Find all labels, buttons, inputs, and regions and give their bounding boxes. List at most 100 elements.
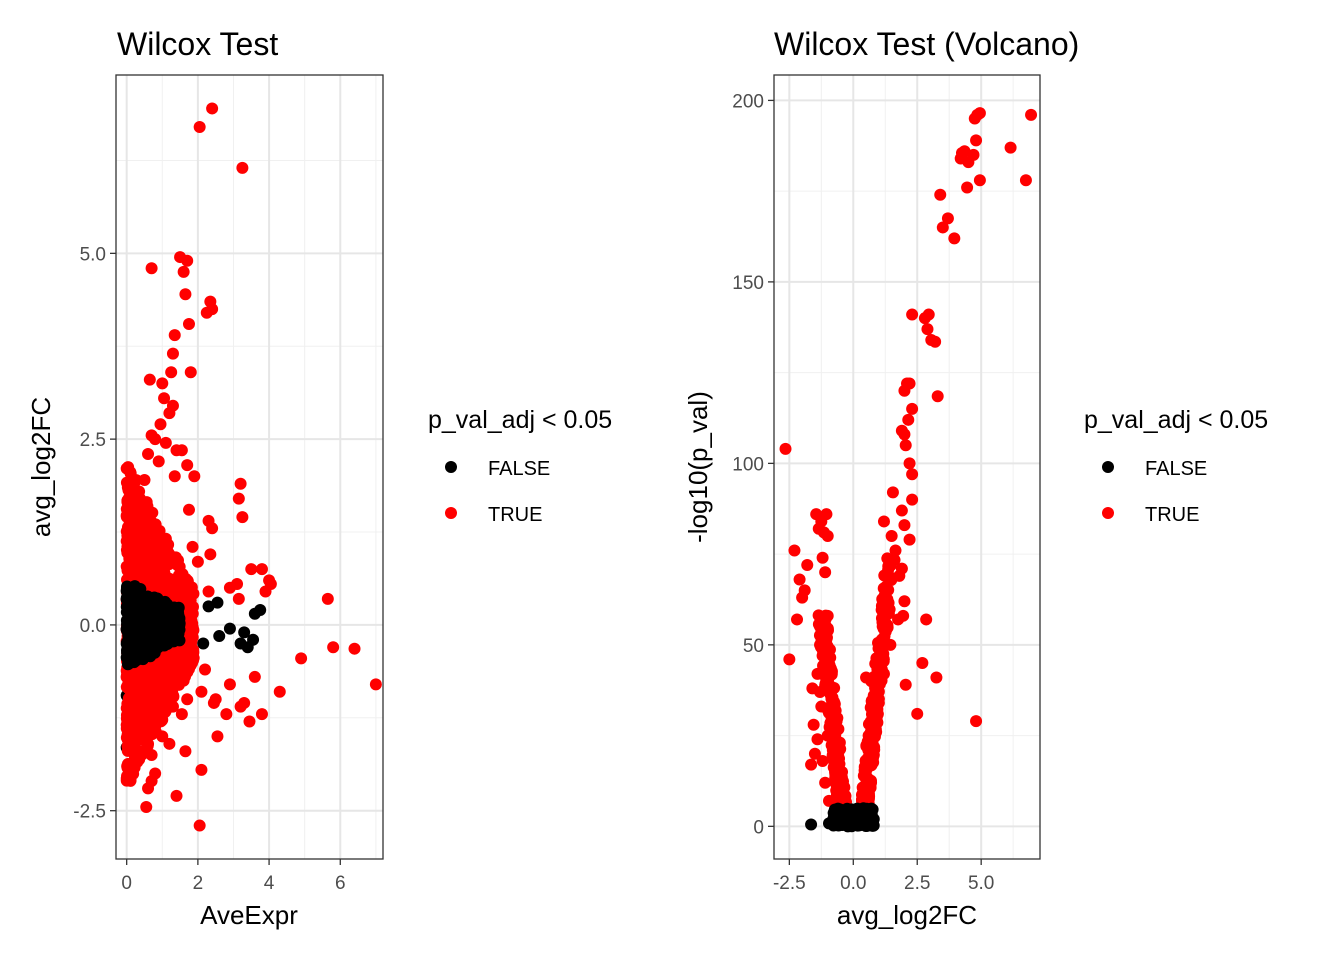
point-true bbox=[231, 578, 244, 591]
point-false bbox=[211, 596, 224, 609]
point-true bbox=[880, 580, 893, 593]
point-true bbox=[142, 546, 155, 559]
x-tick-label: 6 bbox=[335, 873, 346, 894]
point-true bbox=[813, 629, 826, 642]
x-axis-title: AveExpr bbox=[200, 900, 298, 930]
y-tick-label: 100 bbox=[732, 454, 764, 475]
point-true bbox=[134, 685, 147, 698]
point-true bbox=[916, 657, 929, 669]
point-true bbox=[169, 551, 182, 564]
point-false bbox=[213, 630, 226, 643]
point-true bbox=[348, 642, 361, 655]
point-true bbox=[184, 618, 197, 631]
point-false bbox=[136, 653, 149, 666]
point-true bbox=[811, 733, 824, 746]
point-true bbox=[898, 428, 911, 441]
legend-title: p_val_adj < 0.05 bbox=[1084, 406, 1268, 434]
point-true bbox=[903, 533, 916, 546]
point-true bbox=[819, 679, 832, 692]
point-true bbox=[142, 782, 155, 795]
point-true bbox=[1025, 108, 1038, 121]
point-true bbox=[930, 671, 943, 684]
point-true bbox=[120, 544, 133, 557]
point-true bbox=[812, 522, 825, 535]
point-false bbox=[128, 601, 141, 614]
point-true bbox=[149, 433, 162, 446]
point-true bbox=[132, 696, 145, 709]
point-true bbox=[181, 574, 194, 587]
point-true bbox=[911, 707, 924, 720]
point-true bbox=[234, 477, 247, 490]
x-tick-label: 5.0 bbox=[968, 873, 994, 894]
x-tick-label: -2.5 bbox=[773, 873, 806, 894]
point-true bbox=[195, 685, 208, 698]
point-true bbox=[142, 447, 155, 460]
point-true bbox=[929, 335, 942, 348]
point-true bbox=[135, 748, 148, 761]
point-true bbox=[823, 721, 836, 734]
point-true bbox=[961, 181, 974, 194]
point-true bbox=[808, 747, 821, 760]
point-true bbox=[168, 470, 181, 483]
legend-key-true bbox=[445, 507, 457, 519]
point-true bbox=[877, 515, 890, 528]
point-true bbox=[121, 529, 134, 542]
point-true bbox=[819, 665, 832, 678]
point-true bbox=[243, 715, 256, 728]
point-true bbox=[140, 800, 153, 813]
point-true bbox=[886, 486, 899, 499]
point-true bbox=[885, 529, 898, 542]
point-true bbox=[182, 317, 195, 330]
point-true bbox=[874, 672, 887, 685]
point-true bbox=[168, 329, 181, 342]
plot-panel-border bbox=[773, 74, 1041, 860]
point-true bbox=[170, 444, 183, 457]
point-true bbox=[195, 763, 208, 776]
point-true bbox=[236, 511, 249, 524]
point-true bbox=[181, 254, 194, 267]
point-false bbox=[169, 612, 182, 625]
point-false bbox=[238, 626, 251, 639]
point-true bbox=[816, 755, 829, 767]
point-true bbox=[193, 121, 206, 134]
y-axis-title: avg_log2FC bbox=[26, 397, 56, 537]
point-false bbox=[129, 633, 142, 646]
point-true bbox=[187, 587, 200, 600]
chart-title: Wilcox Test (Volcano) bbox=[774, 26, 1079, 62]
point-true bbox=[866, 745, 879, 758]
data-points bbox=[120, 102, 382, 832]
y-tick-label: 50 bbox=[743, 636, 764, 657]
x-axis-ticks: -2.5 0.0 2.5 5.0 bbox=[773, 859, 994, 894]
point-true bbox=[918, 312, 931, 325]
point-true bbox=[223, 678, 236, 691]
y-tick-label: -2.5 bbox=[73, 802, 106, 823]
point-true bbox=[158, 392, 171, 405]
point-true bbox=[903, 457, 916, 470]
point-true bbox=[895, 504, 908, 517]
legend-label-false: FALSE bbox=[488, 458, 550, 480]
point-true bbox=[186, 607, 199, 620]
point-true bbox=[187, 652, 200, 665]
point-true bbox=[889, 544, 902, 557]
point-true bbox=[898, 519, 911, 532]
point-true bbox=[150, 684, 163, 697]
point-true bbox=[968, 112, 981, 125]
chart-title: Wilcox Test bbox=[117, 26, 278, 62]
point-true bbox=[123, 484, 136, 497]
point-true bbox=[134, 528, 147, 541]
point-true bbox=[141, 500, 154, 513]
y-tick-label: 5.0 bbox=[80, 244, 106, 265]
point-false bbox=[161, 624, 174, 637]
point-true bbox=[206, 522, 219, 535]
point-true bbox=[369, 678, 382, 691]
point-true bbox=[158, 567, 171, 580]
point-true bbox=[163, 407, 176, 420]
legend-panel-2: p_val_adj < 0.05 FALSE TRUE bbox=[1084, 406, 1268, 526]
point-true bbox=[898, 595, 911, 608]
point-true bbox=[883, 570, 896, 583]
point-true bbox=[124, 728, 137, 741]
point-true bbox=[188, 470, 201, 483]
point-true bbox=[152, 455, 165, 468]
point-false bbox=[858, 810, 871, 823]
point-true bbox=[833, 776, 846, 789]
